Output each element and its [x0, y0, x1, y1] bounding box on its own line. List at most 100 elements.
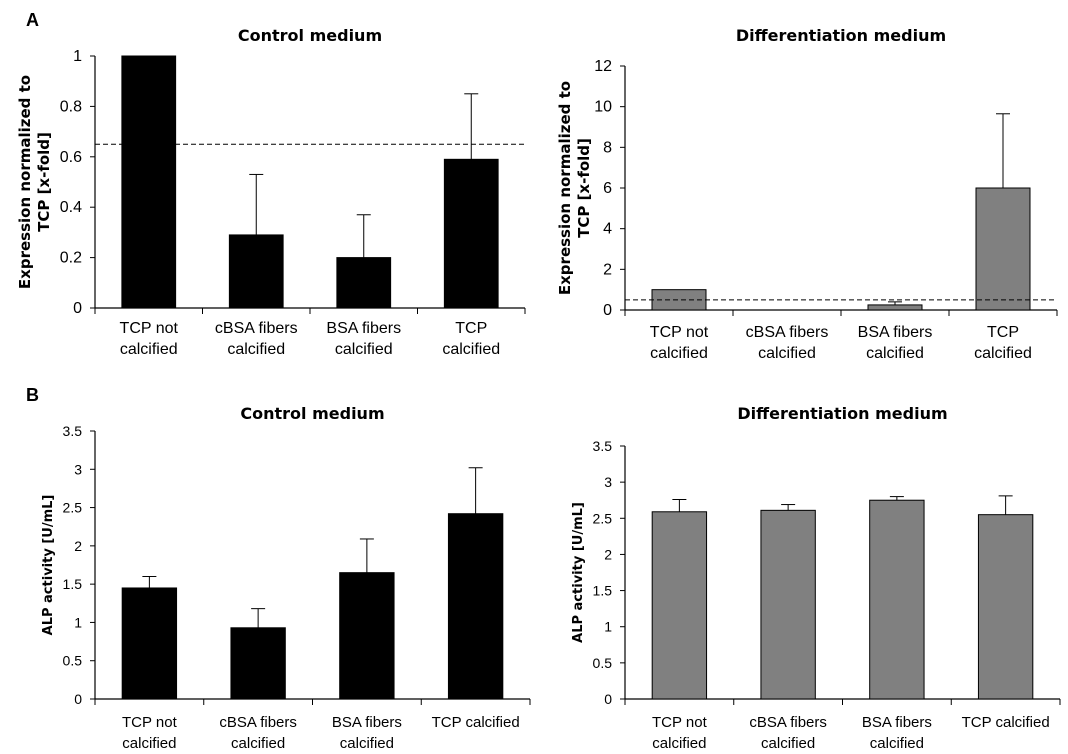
category-label-line: cBSA fibers: [746, 324, 829, 341]
y-axis-label-line: ALP activity [U/mL]: [41, 495, 56, 636]
category-label: cBSA fibers calcified: [215, 320, 298, 358]
y-tick-label: 2: [603, 261, 612, 278]
chart-title: Control medium: [238, 26, 382, 45]
bar: [339, 572, 395, 700]
bar: [121, 55, 177, 309]
y-tick-label: 0: [604, 691, 612, 707]
category-label: TCP not calcified: [122, 714, 178, 752]
chart-b-differentiation-medium: Differentiation medium ALP activity [U/mL…: [571, 404, 1061, 752]
bar: [651, 511, 708, 700]
bar: [447, 513, 504, 700]
chart-title: Differentiation medium: [736, 26, 946, 45]
y-tick-label: 0.6: [60, 149, 82, 166]
category-label: TCP not calcified: [652, 714, 708, 752]
y-axis-label-line: ALP activity [U/mL]: [571, 502, 586, 643]
y-tick-label: 0.8: [60, 98, 82, 115]
category-label-line: calcified: [442, 341, 500, 358]
y-tick-label: 1: [74, 614, 82, 630]
y-tick-label: 3: [604, 474, 612, 490]
category-label-line: calcified: [650, 345, 708, 362]
category-label: cBSA fibers calcified: [746, 324, 829, 362]
y-tick-label: 0: [74, 691, 82, 707]
category-label: cBSA fibers calcified: [219, 714, 297, 752]
y-axis-label: ALP activity [U/mL]: [41, 495, 56, 636]
category-label-line: TCP calcified: [432, 714, 520, 731]
category-label: TCP calcified: [974, 324, 1032, 362]
y-tick-label: 3.5: [63, 423, 83, 439]
chart-a-differentiation-medium: Differentiation medium Expression normali…: [556, 26, 1058, 362]
y-axis-label-line: Expression normalized to: [556, 81, 574, 295]
category-label-line: calcified: [120, 341, 178, 358]
category-label: TCP not calcified: [650, 324, 709, 362]
y-tick-label: 0: [603, 302, 612, 319]
category-label-line: TCP: [987, 324, 1019, 341]
category-label: BSA fibers calcified: [326, 320, 401, 358]
category-label-line: calcified: [340, 735, 394, 752]
category-label: TCP calcified: [962, 714, 1050, 731]
category-label-line: TCP not: [650, 324, 709, 341]
y-tick-label: 0.5: [593, 655, 613, 671]
y-axis-label: ALP activity [U/mL]: [571, 502, 586, 643]
y-tick-label: 2: [604, 546, 612, 562]
category-label-line: calcified: [231, 735, 285, 752]
category-label: cBSA fibers calcified: [749, 714, 827, 752]
y-tick-label: 2: [74, 538, 82, 554]
category-label-line: TCP calcified: [962, 714, 1050, 731]
y-tick-label: 2.5: [593, 510, 613, 526]
category-label-line: BSA fibers: [326, 320, 401, 337]
bar: [336, 257, 392, 309]
y-axis-label: Expression normalized toTCP [x-fold]: [556, 81, 593, 295]
bar: [869, 499, 925, 700]
y-axis-label: Expression normalized toTCP [x-fold]: [16, 75, 53, 289]
category-label-line: BSA fibers: [332, 714, 402, 731]
chart-title: Differentiation medium: [737, 404, 947, 423]
category-label-line: cBSA fibers: [219, 714, 297, 731]
category-label-line: calcified: [652, 735, 706, 752]
bar: [867, 304, 923, 311]
category-label: BSA fibers calcified: [862, 714, 932, 752]
y-tick-label: 1.5: [593, 583, 613, 599]
category-label-line: calcified: [866, 345, 924, 362]
category-label: TCP calcified: [432, 714, 520, 731]
y-tick-label: 0: [73, 300, 82, 317]
y-tick-label: 8: [603, 139, 612, 156]
category-label-line: calcified: [335, 341, 393, 358]
y-axis-label-line: TCP [x-fold]: [35, 132, 53, 232]
bar: [977, 514, 1034, 700]
bar: [975, 187, 1031, 311]
category-label-line: calcified: [974, 345, 1032, 362]
panel-label-b: B: [26, 385, 39, 405]
panel-label-a: A: [26, 10, 39, 30]
category-label: BSA fibers calcified: [332, 714, 402, 752]
y-tick-label: 0.5: [63, 653, 83, 669]
chart-b-control-medium: Control medium ALP activity [U/mL] 0 0.5 1 1.…: [41, 404, 531, 752]
category-label-line: cBSA fibers: [215, 320, 298, 337]
category-label-line: BSA fibers: [862, 714, 932, 731]
y-tick-label: 10: [594, 99, 612, 116]
category-label-line: TCP not: [122, 714, 178, 731]
category-label: TCP not calcified: [120, 320, 179, 358]
category-label-line: TCP not: [120, 320, 179, 337]
bar: [760, 509, 816, 700]
y-tick-label: 3.5: [593, 438, 613, 454]
y-tick-label: 2.5: [63, 500, 83, 516]
y-tick-label: 1.5: [63, 576, 83, 592]
category-label-line: calcified: [227, 341, 285, 358]
bar: [121, 587, 178, 700]
y-tick-label: 0.4: [60, 199, 82, 216]
category-label-line: calcified: [870, 735, 924, 752]
y-tick-label: 12: [594, 58, 612, 75]
bar: [230, 627, 286, 700]
y-axis-label-line: Expression normalized to: [16, 75, 34, 289]
category-label-line: calcified: [758, 345, 816, 362]
category-label-line: calcified: [761, 735, 815, 752]
y-tick-label: 1: [604, 619, 612, 635]
category-label-line: TCP: [455, 320, 487, 337]
chart-title: Control medium: [240, 404, 384, 423]
y-axis-label-line: TCP [x-fold]: [575, 138, 593, 238]
y-tick-label: 0.2: [60, 250, 82, 267]
y-tick-label: 6: [603, 180, 612, 197]
y-tick-label: 1: [73, 48, 82, 65]
